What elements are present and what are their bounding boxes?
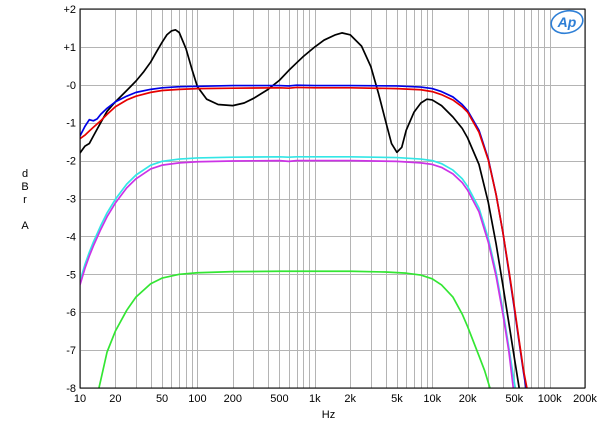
series-line-5 <box>80 159 515 388</box>
x-tick-label: 1k <box>309 393 321 405</box>
y-axis-label-char: r <box>23 194 27 206</box>
series-lines <box>80 29 528 388</box>
ap-logo-icon: Ap <box>550 9 584 35</box>
x-tick-label: 50 <box>156 393 168 405</box>
plot-frame <box>79 8 586 389</box>
series-line-1 <box>80 29 521 388</box>
y-tick-label: -1 <box>66 118 76 130</box>
logo-ellipse <box>550 9 584 35</box>
x-tick-label: 20 <box>109 393 121 405</box>
y-tick-label: -0 <box>66 80 76 92</box>
x-axis-label: Hz <box>322 409 335 421</box>
x-tick-label: 200k <box>573 393 597 405</box>
x-tick-label: 5k <box>391 393 403 405</box>
x-tick-label: 10 <box>74 393 86 405</box>
y-axis-label-char: B <box>21 181 28 193</box>
series-line-3 <box>80 86 528 388</box>
series-line-4 <box>80 155 517 388</box>
y-tick-label: -3 <box>66 194 76 206</box>
y-tick-label: -8 <box>66 383 76 395</box>
y-axis-label-char: A <box>21 220 29 232</box>
x-tick-label: 100k <box>538 393 562 405</box>
x-tick-label: 10k <box>423 393 441 405</box>
x-tick-label: 200 <box>224 393 242 405</box>
x-tick-label: 500 <box>270 393 288 405</box>
y-tick-label: -5 <box>66 269 76 281</box>
y-axis-label-char: d <box>22 168 28 180</box>
y-tick-label: -4 <box>66 231 76 243</box>
y-tick-label: -2 <box>66 156 76 168</box>
series-line-6 <box>98 270 491 388</box>
x-tick-label: 50k <box>505 393 523 405</box>
y-tick-label: -6 <box>66 307 76 319</box>
x-tick-label: 100 <box>188 393 206 405</box>
x-tick-label: 20k <box>459 393 477 405</box>
logo-text: Ap <box>557 14 577 30</box>
y-tick-label: +2 <box>63 4 76 16</box>
y-tick-label: +1 <box>63 42 76 54</box>
y-tick-labels: +2 +1 -0 -1 -2 -3 -4 -5 -6 -7 -8 <box>63 4 76 395</box>
x-tick-label: 2k <box>344 393 356 405</box>
y-axis-label: dBr A <box>21 168 29 232</box>
y-tick-label: -7 <box>66 345 76 357</box>
x-tick-labels: 10 20 50 100 200 500 1k 2k 5k 10k 20k 50k 100k 200k <box>74 393 598 405</box>
